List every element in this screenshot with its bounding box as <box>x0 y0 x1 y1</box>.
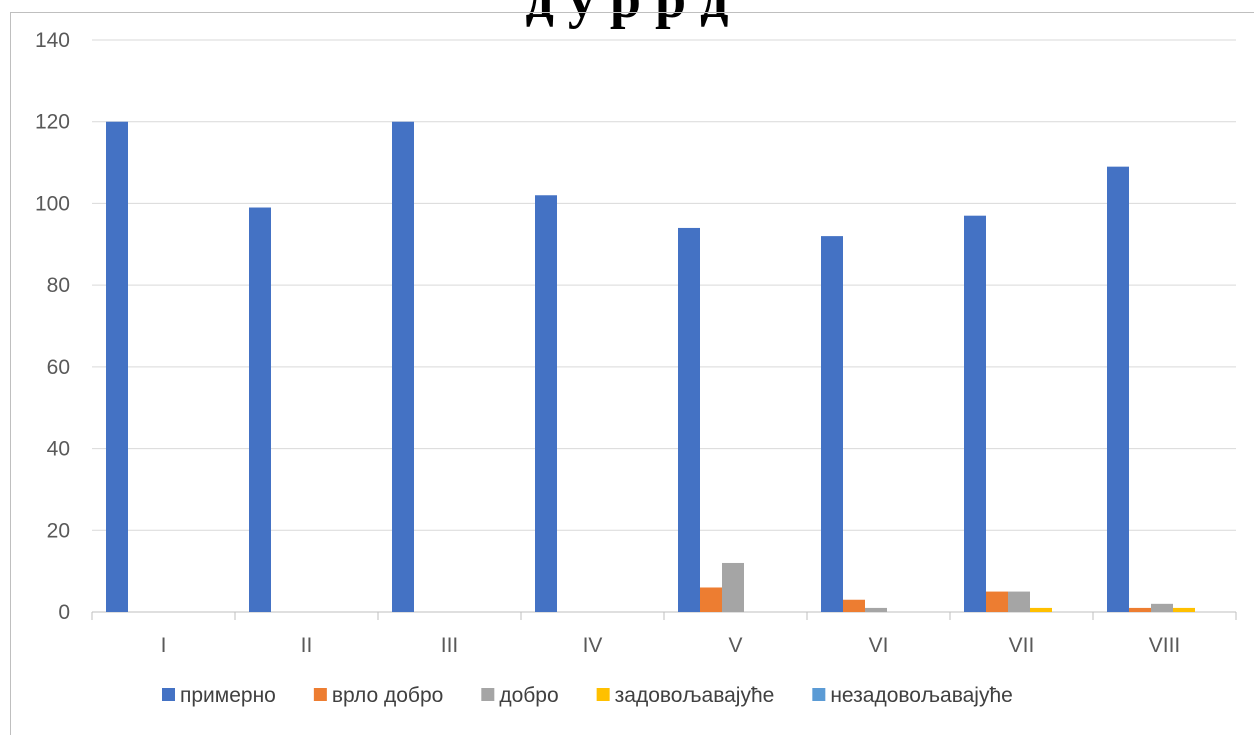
y-tick-label: 120 <box>35 111 70 134</box>
bar <box>821 236 843 612</box>
legend-item[interactable]: добро <box>481 684 559 707</box>
legend-swatch <box>481 688 495 701</box>
legend-swatch <box>596 688 610 701</box>
bar <box>1008 591 1030 612</box>
bar <box>392 121 414 612</box>
y-tick-label: 140 <box>35 29 70 52</box>
y-tick-label: 100 <box>35 192 70 215</box>
bar <box>1173 607 1195 612</box>
bar <box>1151 603 1173 612</box>
chart-title: д у р р д <box>0 0 1254 34</box>
bar <box>1129 607 1151 612</box>
bar <box>1107 166 1129 612</box>
y-tick-label: 40 <box>47 438 70 461</box>
x-tick-label: II <box>301 634 313 657</box>
legend-swatch <box>313 688 327 701</box>
x-tick-label: IV <box>583 634 603 657</box>
x-axis: I II III IV V VI VII VIII <box>91 612 1237 657</box>
legend-swatch <box>812 688 826 701</box>
legend-item[interactable]: незадовољавајуће <box>812 684 1013 707</box>
bar <box>106 121 128 612</box>
bar <box>700 587 722 612</box>
chart-frame <box>10 12 1254 735</box>
x-tick-label: VII <box>1009 634 1035 657</box>
x-tick-label: VIII <box>1149 634 1181 657</box>
legend-label: добро <box>499 684 558 707</box>
y-axis: 0 20 40 60 80 100 120 140 <box>35 29 70 624</box>
y-tick-label: 0 <box>58 601 70 624</box>
bar <box>843 599 865 612</box>
legend-label: врло добро <box>332 684 443 707</box>
y-tick-label: 80 <box>47 274 70 297</box>
bar <box>986 591 1008 612</box>
x-tick-label: V <box>728 634 742 657</box>
bar <box>678 227 700 612</box>
legend-swatch <box>162 688 175 701</box>
bar <box>722 562 744 612</box>
bar <box>535 195 557 612</box>
x-tick-label: I <box>161 634 167 657</box>
bar <box>865 607 887 612</box>
x-tick-label: VI <box>869 634 889 657</box>
x-tick-label: III <box>441 634 459 657</box>
bar <box>249 207 271 612</box>
legend-label: незадовољавајуће <box>830 684 1013 707</box>
legend[interactable]: примерно врло добро добро задовољавајуће нез… <box>162 684 1013 707</box>
legend-item[interactable]: примерно <box>162 684 276 707</box>
legend-label: примерно <box>180 684 276 707</box>
bar <box>964 215 986 612</box>
bar <box>1030 607 1052 612</box>
legend-label: задовољавајуће <box>615 684 775 707</box>
y-tick-label: 20 <box>47 519 70 542</box>
legend-item[interactable]: врло добро <box>313 684 443 707</box>
bars <box>106 121 1195 612</box>
legend-item[interactable]: задовољавајуће <box>596 684 775 707</box>
y-tick-label: 60 <box>47 356 70 379</box>
